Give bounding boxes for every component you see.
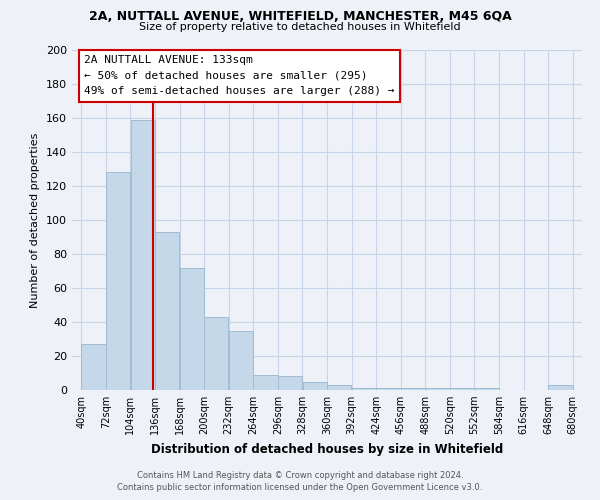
Bar	[106, 172, 130, 390]
Text: 2A, NUTTALL AVENUE, WHITEFIELD, MANCHESTER, M45 6QA: 2A, NUTTALL AVENUE, WHITEFIELD, MANCHEST…	[89, 10, 511, 23]
Bar	[425, 388, 449, 390]
Bar	[205, 317, 229, 390]
Bar	[352, 388, 376, 390]
Y-axis label: Number of detached properties: Number of detached properties	[31, 132, 40, 308]
Bar	[229, 330, 253, 390]
Bar	[475, 388, 499, 390]
Bar	[548, 385, 572, 390]
X-axis label: Distribution of detached houses by size in Whitefield: Distribution of detached houses by size …	[151, 442, 503, 456]
Bar	[401, 388, 425, 390]
Bar	[376, 388, 401, 390]
Bar	[278, 376, 302, 390]
Bar	[253, 374, 278, 390]
Bar	[450, 388, 474, 390]
Bar	[180, 268, 204, 390]
Bar	[155, 232, 179, 390]
Text: Contains HM Land Registry data © Crown copyright and database right 2024.
Contai: Contains HM Land Registry data © Crown c…	[118, 471, 482, 492]
Bar	[82, 344, 106, 390]
Text: Size of property relative to detached houses in Whitefield: Size of property relative to detached ho…	[139, 22, 461, 32]
Bar	[327, 385, 352, 390]
Bar	[131, 120, 155, 390]
Bar	[302, 382, 327, 390]
Text: 2A NUTTALL AVENUE: 133sqm
← 50% of detached houses are smaller (295)
49% of semi: 2A NUTTALL AVENUE: 133sqm ← 50% of detac…	[84, 55, 395, 96]
